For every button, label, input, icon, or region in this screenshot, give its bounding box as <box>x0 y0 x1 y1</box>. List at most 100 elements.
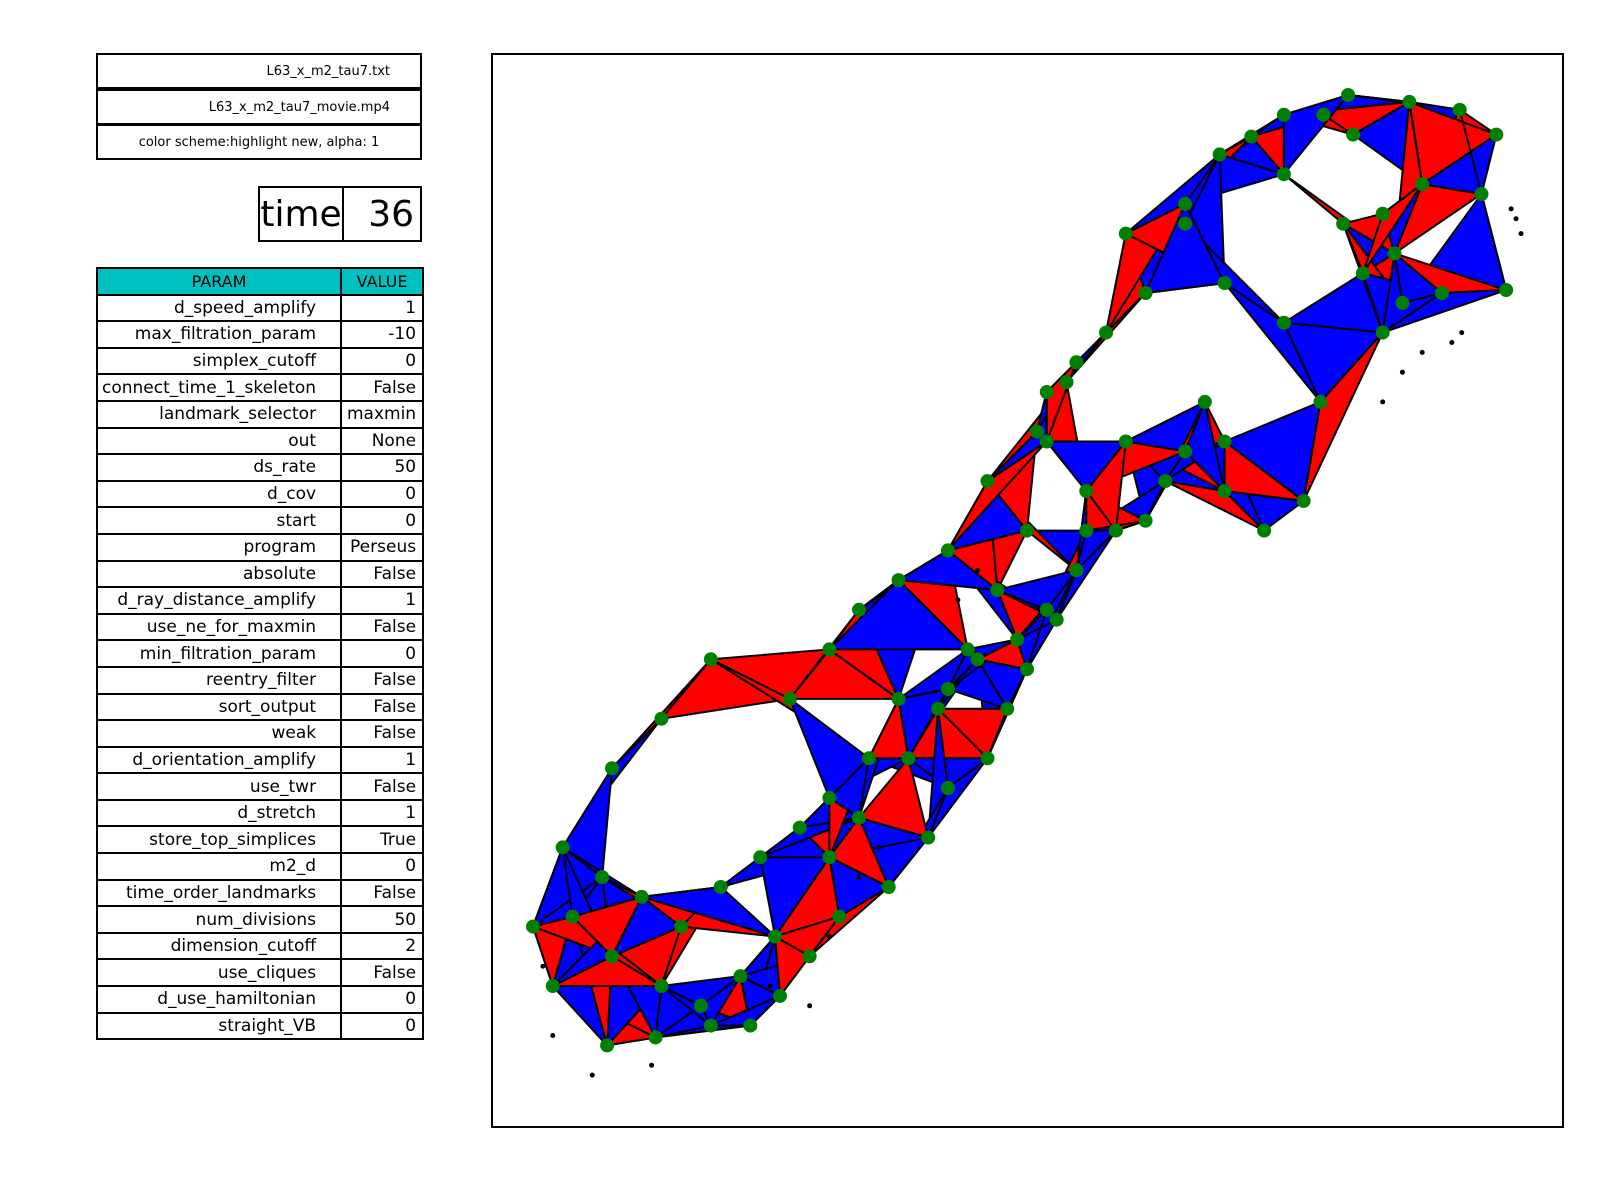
param-row: connect_time_1_skeleton False <box>95 373 425 402</box>
time-label: time <box>260 188 344 240</box>
simplex-triangle <box>857 756 930 839</box>
param-table-header: PARAM VALUE <box>95 267 425 296</box>
param-value: False <box>340 772 425 801</box>
landmark-point <box>901 751 916 766</box>
landmark-point <box>960 642 975 657</box>
landmark-point <box>852 602 867 617</box>
landmark-point <box>634 889 649 904</box>
simplex-triangle <box>1085 438 1128 534</box>
landmark-point <box>1336 216 1351 231</box>
witness-point <box>589 1072 595 1078</box>
param-row: num_divisions 50 <box>95 905 425 934</box>
simplex-triangle <box>570 895 644 958</box>
param-name: sort_output <box>95 692 343 722</box>
landmark-point <box>1257 523 1272 538</box>
landmark-point <box>1316 107 1331 122</box>
param-name: use_ne_for_maxmin <box>95 612 343 642</box>
simplex-triangle <box>897 648 969 700</box>
landmark-point <box>921 830 936 845</box>
witness-point <box>1380 399 1386 405</box>
landmark-point <box>980 751 995 766</box>
landmark-point <box>861 751 876 766</box>
landmark-point <box>1244 129 1259 144</box>
param-name: straight_VB <box>95 1011 343 1041</box>
landmark-point <box>1217 276 1232 291</box>
simplex-triangle <box>994 568 1079 612</box>
param-row: max_filtration_param -10 <box>95 320 425 349</box>
time-value: 36 <box>368 193 414 235</box>
landmark-point <box>1276 107 1291 122</box>
landmark-point <box>891 691 906 706</box>
param-row: d_stretch 1 <box>95 798 425 828</box>
movie-file-label: L63_x_m2_tau7_movie.mp4 <box>96 89 422 125</box>
param-value: 50 <box>340 905 425 934</box>
landmark-point <box>545 979 560 993</box>
simplex-triangle <box>641 885 776 938</box>
landmark-point <box>1079 484 1094 498</box>
witness-point <box>1459 330 1465 336</box>
landmark-point <box>1217 434 1232 449</box>
landmark-point <box>1402 94 1417 109</box>
param-name: use_twr <box>95 772 343 801</box>
param-name: min_filtration_param <box>95 639 343 668</box>
landmark-point <box>881 880 896 894</box>
landmark-point <box>713 880 728 894</box>
landmark-point <box>1276 167 1291 182</box>
witness-point <box>1399 369 1405 375</box>
param-name: time_order_landmarks <box>95 878 343 908</box>
simplex-triangle <box>1223 439 1308 503</box>
landmark-point <box>648 1030 663 1045</box>
param-value: 1 <box>340 798 425 828</box>
witness-point <box>649 1062 655 1068</box>
landmark-point <box>1387 246 1402 261</box>
param-value: -10 <box>340 320 425 349</box>
witness-point <box>955 597 961 603</box>
landmark-point <box>970 652 985 667</box>
param-row: program Perseus <box>95 532 425 562</box>
param-name: program <box>95 532 343 562</box>
plot-canvas <box>526 88 1524 1078</box>
param-name: d_stretch <box>95 798 343 828</box>
time-display: time 36 <box>258 186 422 242</box>
param-name: m2_d <box>95 852 343 881</box>
landmark-point <box>940 682 955 696</box>
param-name: absolute <box>95 559 343 589</box>
witness-point <box>975 567 981 573</box>
param-value: None <box>340 426 425 456</box>
param-name: reentry_filter <box>95 665 343 695</box>
landmark-point <box>1118 434 1133 449</box>
landmark-point <box>1118 226 1133 241</box>
witness-point <box>856 874 862 880</box>
value-column-header: VALUE <box>340 267 425 296</box>
simplex-triangle <box>710 994 781 1027</box>
param-value: 2 <box>340 931 425 961</box>
witness-point <box>1508 206 1514 212</box>
landmark-point <box>555 840 570 855</box>
landmark-point <box>1010 632 1025 647</box>
landmark-point <box>1346 127 1361 142</box>
landmark-point <box>1341 88 1356 102</box>
param-value: 0 <box>340 506 425 535</box>
param-value: 0 <box>340 852 425 881</box>
landmark-point <box>1158 474 1173 489</box>
landmark-point <box>1069 563 1084 578</box>
param-value: 1 <box>340 745 425 775</box>
param-name: d_ray_distance_amplify <box>95 586 343 615</box>
landmark-point <box>1000 701 1015 716</box>
param-row: time_order_landmarks False <box>95 878 425 908</box>
param-name: d_use_hamiltonian <box>95 985 343 1014</box>
landmark-point <box>605 949 620 964</box>
landmark-point <box>802 949 817 964</box>
landmark-point <box>1178 444 1193 459</box>
param-value: 1 <box>340 293 425 323</box>
color-scheme-label: color scheme:highlight new, alpha: 1 <box>96 124 422 160</box>
param-value: False <box>340 373 425 402</box>
landmark-point <box>891 573 906 588</box>
landmark-point <box>980 474 995 489</box>
landmark-point <box>792 820 807 835</box>
param-name: dimension_cutoff <box>95 931 343 961</box>
landmark-point <box>526 919 540 934</box>
param-row: reentry_filter False <box>95 665 425 695</box>
input-file-label: L63_x_m2_tau7.txt <box>96 53 422 89</box>
witness-point <box>767 983 773 989</box>
